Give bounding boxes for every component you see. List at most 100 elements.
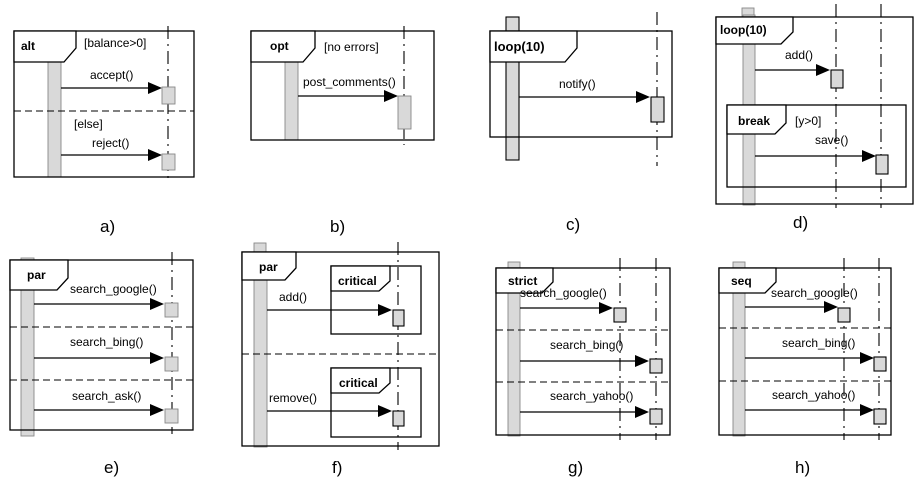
- inner-operator-label: critical: [338, 274, 377, 288]
- arrow-head: [150, 404, 164, 416]
- arrow-head: [860, 352, 874, 364]
- message-label: reject(): [92, 136, 129, 150]
- operator-label: alt: [21, 39, 35, 53]
- inner-fragment-frame: [726, 104, 907, 188]
- fragment-frame: [489, 30, 673, 138]
- diagram-c-loop: loop(10) notify() c): [489, 12, 673, 234]
- operator-label: loop(10): [494, 39, 545, 54]
- activation-box: [837, 307, 851, 323]
- activation-box: [613, 307, 627, 323]
- message-label: accept(): [90, 68, 133, 82]
- inner-fragment-tab: [726, 104, 787, 135]
- activation-bar: [253, 251, 268, 448]
- fragment-frame: [718, 267, 892, 436]
- activation-box: [873, 356, 887, 372]
- activation-box: [397, 95, 412, 130]
- message-label: add(): [785, 48, 813, 62]
- fragment-frame: [9, 259, 194, 431]
- activation-bar: [732, 261, 746, 437]
- message-label: search_yahoo(): [772, 388, 855, 402]
- diagram-e-par: par search_google() search_bing() search…: [9, 252, 194, 477]
- activation-box: [164, 302, 179, 318]
- arrow-head: [148, 149, 162, 161]
- message-label: search_bing(): [70, 335, 143, 349]
- activation-bar: [507, 261, 521, 437]
- caption: f): [332, 458, 342, 477]
- activation-box: [161, 86, 176, 105]
- fragment-tab: [9, 259, 69, 291]
- caption: a): [100, 217, 115, 236]
- arrow-head: [636, 91, 650, 103]
- inner-fragment-tab: [330, 367, 391, 394]
- diagram-f-par-critical: par critical add() critical remove() f): [241, 242, 440, 477]
- guard-label: [no errors]: [324, 40, 379, 54]
- arrow-head: [860, 404, 874, 416]
- fragment-tab: [241, 251, 297, 281]
- arrow-head: [148, 82, 162, 94]
- activation-box: [649, 358, 663, 374]
- fragment-frame: [13, 30, 195, 178]
- arrow-head: [635, 406, 649, 418]
- message-label: add(): [279, 290, 307, 304]
- fragment-tab: [13, 30, 77, 63]
- fragment-tab: [495, 267, 554, 294]
- operator-label: seq: [731, 274, 752, 288]
- caption: h): [795, 458, 810, 477]
- caption: b): [330, 217, 345, 236]
- message-label: search_ask(): [72, 389, 141, 403]
- activation-box: [875, 154, 889, 175]
- diagram-b-opt: opt [no errors] post_comments() b): [250, 26, 435, 236]
- operator-label: par: [27, 268, 46, 282]
- message-label: search_google(): [520, 286, 607, 300]
- diagram-a-alt: alt [balance>0] accept() [else] reject()…: [13, 26, 195, 236]
- arrow-head: [150, 298, 164, 310]
- diagram-h-seq: seq search_google() search_bing() search…: [718, 258, 892, 477]
- arrow-head: [816, 64, 830, 76]
- activation-box: [161, 153, 176, 171]
- arrow-head: [150, 352, 164, 364]
- message-label: search_google(): [70, 282, 157, 296]
- arrow-head: [599, 302, 613, 314]
- activation-bar: [20, 257, 35, 437]
- guard-label: [balance>0]: [84, 36, 146, 50]
- activation-box: [649, 408, 663, 425]
- fragment-frame: [495, 267, 671, 436]
- message-label: post_comments(): [303, 75, 396, 89]
- caption: d): [793, 213, 808, 232]
- activation-box: [873, 408, 887, 425]
- fragment-frame: [715, 16, 914, 205]
- message-label: search_google(): [771, 286, 858, 300]
- arrow-head: [384, 90, 398, 102]
- activation-box: [164, 408, 179, 424]
- operator-label: par: [259, 260, 278, 274]
- activation-box: [392, 410, 405, 427]
- operator-label: loop(10): [720, 23, 767, 37]
- arrow-head: [862, 150, 876, 162]
- guard-label: [y>0]: [795, 114, 821, 128]
- activation-box: [392, 309, 405, 327]
- guard-label: [else]: [74, 117, 103, 131]
- operator-label: strict: [508, 274, 537, 288]
- inner-operator-label: critical: [339, 376, 378, 390]
- fragment-tab: [489, 30, 578, 63]
- operator-label: opt: [270, 39, 289, 53]
- caption: g): [568, 458, 583, 477]
- activation-box: [164, 356, 179, 372]
- message-label: search_bing(): [782, 336, 855, 350]
- fragment-tab: [718, 267, 777, 294]
- caption: e): [104, 458, 119, 477]
- fragment-tab: [250, 30, 316, 63]
- message-label: save(): [815, 133, 848, 147]
- lifeline-head: [253, 242, 267, 253]
- fragment-frame: [241, 251, 440, 447]
- message-label: search_bing(): [550, 338, 623, 352]
- caption: c): [566, 215, 580, 234]
- arrow-head: [378, 304, 392, 316]
- inner-operator-label: break: [738, 114, 770, 128]
- activation-box: [830, 69, 844, 89]
- arrow-head: [824, 301, 838, 313]
- message-label: remove(): [269, 391, 317, 405]
- arrow-head: [378, 405, 392, 417]
